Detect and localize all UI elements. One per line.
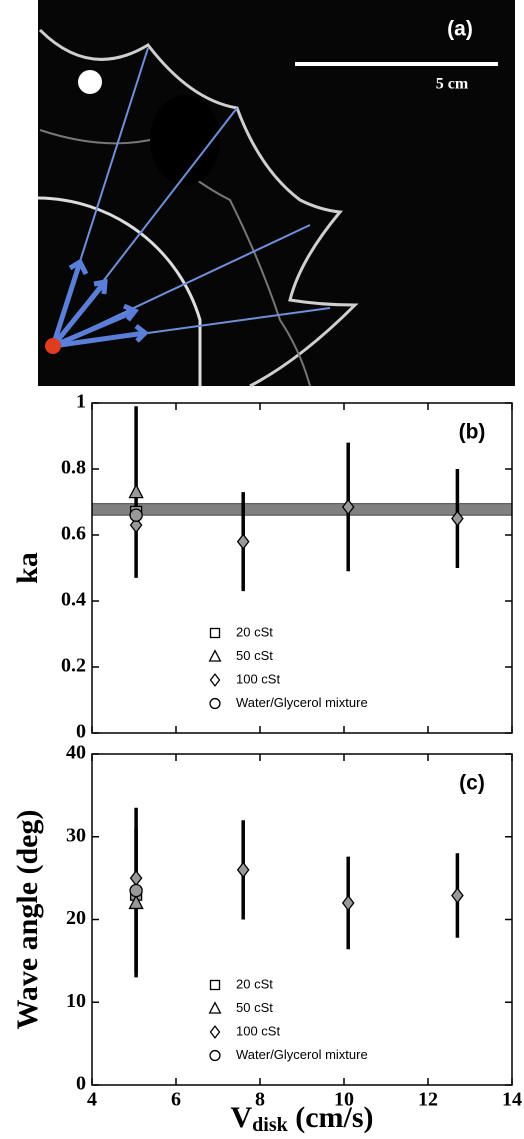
y-tick-label: 0 (76, 1073, 86, 1095)
marker-diamond (129, 516, 143, 534)
photo-panel: 5 cm (a) (37, 0, 515, 388)
marker-diamond (341, 894, 355, 912)
panel-label: (c) (459, 772, 485, 795)
marker-square (209, 979, 221, 991)
legend-label: Water/Glycerol mixture (236, 1047, 368, 1062)
x-tick-label: 6 (171, 1089, 181, 1111)
marker-triangle (128, 894, 144, 910)
y-tick-label: 0.2 (61, 655, 86, 677)
x-axis-label-unit: (cm/s) (288, 1101, 374, 1134)
marker-diamond (209, 673, 221, 687)
marker-circle (209, 1049, 221, 1062)
marker-diamond (341, 498, 355, 516)
y-tick-label: 40 (66, 742, 86, 764)
legend-label: 20 cSt (236, 624, 273, 639)
marker-circle (129, 508, 143, 522)
legend-label: 50 cSt (236, 648, 273, 663)
wave-front (38, 28, 359, 388)
y-tick-label: 0 (76, 721, 86, 743)
disk-edge (37, 196, 202, 386)
marker-diamond (236, 861, 250, 879)
x-axis-label-main: V (230, 1101, 252, 1134)
legend-label: 50 cSt (236, 1000, 273, 1015)
y-tick-label: 0.4 (61, 589, 86, 611)
y-tick-label: 0.6 (61, 523, 86, 545)
arrows (50, 258, 149, 349)
marker-diamond (129, 869, 143, 887)
marker-diamond (451, 510, 464, 527)
marker-triangle (208, 649, 222, 662)
x-axis-label-sub: disk (252, 1114, 288, 1136)
band (91, 503, 513, 516)
marker-circle (129, 883, 143, 898)
y-axis-label: Wave angle (deg) (11, 810, 44, 1030)
marker-triangle (128, 483, 144, 499)
marker-diamond (209, 1025, 221, 1039)
y-tick-label: 0.8 (61, 457, 86, 479)
y-tick-label: 1 (76, 391, 86, 413)
y-axis-label: ka (11, 552, 44, 584)
panel-label: (b) (459, 421, 486, 444)
x-tick-label: 12 (418, 1089, 438, 1111)
marker-circle (209, 697, 221, 710)
scale-bar-label: 5 cm (436, 76, 469, 93)
marker-triangle (208, 1001, 222, 1014)
marker-diamond (451, 887, 464, 904)
x-tick-label: 8 (255, 1089, 265, 1111)
hole (150, 95, 220, 185)
panel-label: (a) (447, 18, 473, 41)
x-tick-label: 14 (502, 1089, 522, 1111)
legend-label: 100 cSt (236, 1023, 280, 1038)
legend-label: 100 cSt (236, 671, 280, 686)
x-tick-label: 4 (87, 1089, 97, 1111)
y-tick-label: 20 (66, 907, 86, 929)
plot-frame (91, 753, 513, 1086)
glare (78, 70, 102, 94)
plot-frame (91, 402, 513, 734)
x-axis-label: Vdisk (cm/s) (230, 1101, 373, 1136)
y-tick-label: 30 (66, 824, 86, 846)
marker-diamond (236, 533, 250, 550)
origin (45, 338, 61, 354)
legend-label: Water/Glycerol mixture (236, 695, 368, 710)
marker-square (209, 627, 221, 639)
x-tick-label: 10 (334, 1089, 354, 1111)
legend-label: 20 cSt (236, 976, 273, 991)
y-tick-label: 10 (66, 990, 86, 1012)
